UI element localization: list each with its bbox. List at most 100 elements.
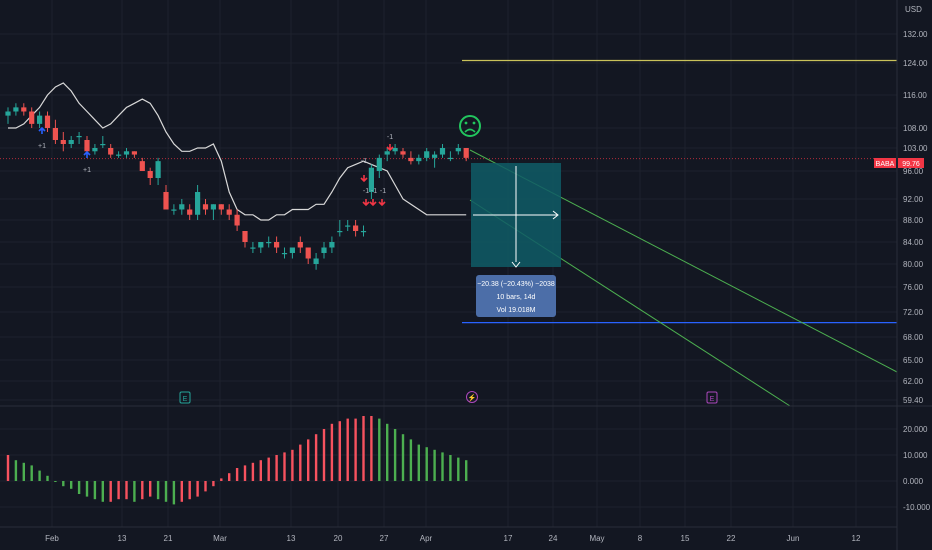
candle-body [432,154,438,158]
measure-label-box [476,275,556,317]
frowning-face-icon[interactable] [459,115,481,137]
candle-body [439,148,446,155]
candle-body [123,151,130,155]
oscillator-bar [243,465,247,481]
sell-arrow-icon [362,199,370,207]
candle-body [242,231,248,242]
oscillator-bar [38,470,41,481]
oscillator-bar [212,481,215,487]
dividend-lightning-icon[interactable]: ⚡ [466,391,478,403]
time-axis-label: 13 [287,534,296,543]
candle-body [376,157,382,171]
price-axis-label: 72.00 [903,308,924,317]
candle-body [100,144,106,146]
time-axis-label: 21 [164,534,173,543]
oscillator-bar [204,481,207,492]
oscillator-bar [62,481,65,487]
candles [5,103,469,270]
svg-text:E: E [183,396,188,403]
oscillator-axis[interactable]: 20.000 10.000 0.000 -10.000 [903,425,931,512]
oscillator-bar [354,418,357,481]
candle-body [416,157,422,162]
earnings-future-event-icon[interactable]: E [706,391,718,404]
time-axis-label: Apr [420,534,433,543]
oscillator-bar [133,481,136,502]
oscillator-bar [101,481,104,502]
price-axis-label: 62.00 [903,377,924,386]
oscillator-bar [117,481,120,500]
candle-body [463,148,469,158]
svg-text:E: E [710,396,715,403]
candle-body [37,115,43,124]
candle-body [384,151,390,155]
candle-body [131,151,137,155]
measure-right-arrowhead [552,210,559,220]
buy-arrow-icon [38,126,46,134]
candle-body [353,225,359,231]
price-axis[interactable]: USD 132.00124.00116.00108.00103.0096.009… [903,5,928,405]
last-price-value: 99.76 [902,161,920,168]
osc-axis-label: 0.000 [903,477,924,486]
oscillator-bar [70,481,73,489]
candle-body [68,140,74,144]
oscillator-bar [401,434,405,481]
time-axis-label: 27 [380,534,389,543]
oscillator-bar [393,429,397,481]
time-axis-label: 12 [852,534,861,543]
candle-body [226,209,232,215]
measure-down-arrowhead [511,261,521,268]
oscillator-bar [30,465,33,481]
candle-body [52,128,58,140]
oscillator-bar [378,418,381,481]
candle-body [21,107,27,112]
grid-lines [0,0,897,527]
oscillator-bar [362,416,365,481]
earnings-event-icon[interactable]: E [179,391,191,404]
oscillator-bar [433,449,436,481]
measure-bars-text: 10 bars, 14d [497,294,536,301]
candle-body [210,204,216,210]
price-axis-label: 92.00 [903,195,924,204]
sell-arrow-icon [369,199,377,207]
measure-tool[interactable]: −20.38 (−20.43%) −2038 10 bars, 14d Vol … [471,163,561,317]
candle-body [13,107,19,112]
oscillator-bar [409,439,413,481]
candle-body [179,204,185,210]
time-axis-label: Jun [787,534,800,543]
candle-body [281,253,288,255]
oscillator-bar [425,447,428,481]
oscillator-bar [283,452,286,481]
measure-change-text: −20.38 (−20.43%) −2038 [477,281,555,288]
drawing-lines[interactable] [0,59,898,407]
oscillator-bar [172,481,176,505]
candle-body [360,231,367,233]
sell-arrow-icon [386,144,394,152]
time-axis-label: Mar [213,534,227,543]
oscillator-bar [196,481,199,497]
signal-count-label: +1 [83,167,91,174]
oscillator-bar [449,455,452,481]
candle-body [424,151,430,158]
time-axis-label: 20 [334,534,343,543]
oscillator-bar [370,416,373,481]
price-axis-label: 88.00 [903,216,924,225]
candle-body [44,115,51,128]
price-axis-label: 96.00 [903,167,924,176]
candle-body [195,192,201,215]
oscillator-bar [149,481,152,497]
candle-body [147,171,153,178]
time-axis-label: 17 [504,534,513,543]
price-axis-label: 103.00 [903,144,928,153]
oscillator-bar [330,423,334,481]
oscillator-bar [85,481,89,497]
currency-label: USD [905,5,922,14]
oscillator-bar [267,457,270,481]
oscillator-bar [180,481,183,502]
time-axis[interactable]: Feb 13 21 Mar 13 20 27 Apr 17 24 May 8 15 22 Jun 12 [45,534,861,543]
time-axis-label: Feb [45,534,59,543]
candle-body [455,148,461,152]
candle-body [289,247,295,253]
